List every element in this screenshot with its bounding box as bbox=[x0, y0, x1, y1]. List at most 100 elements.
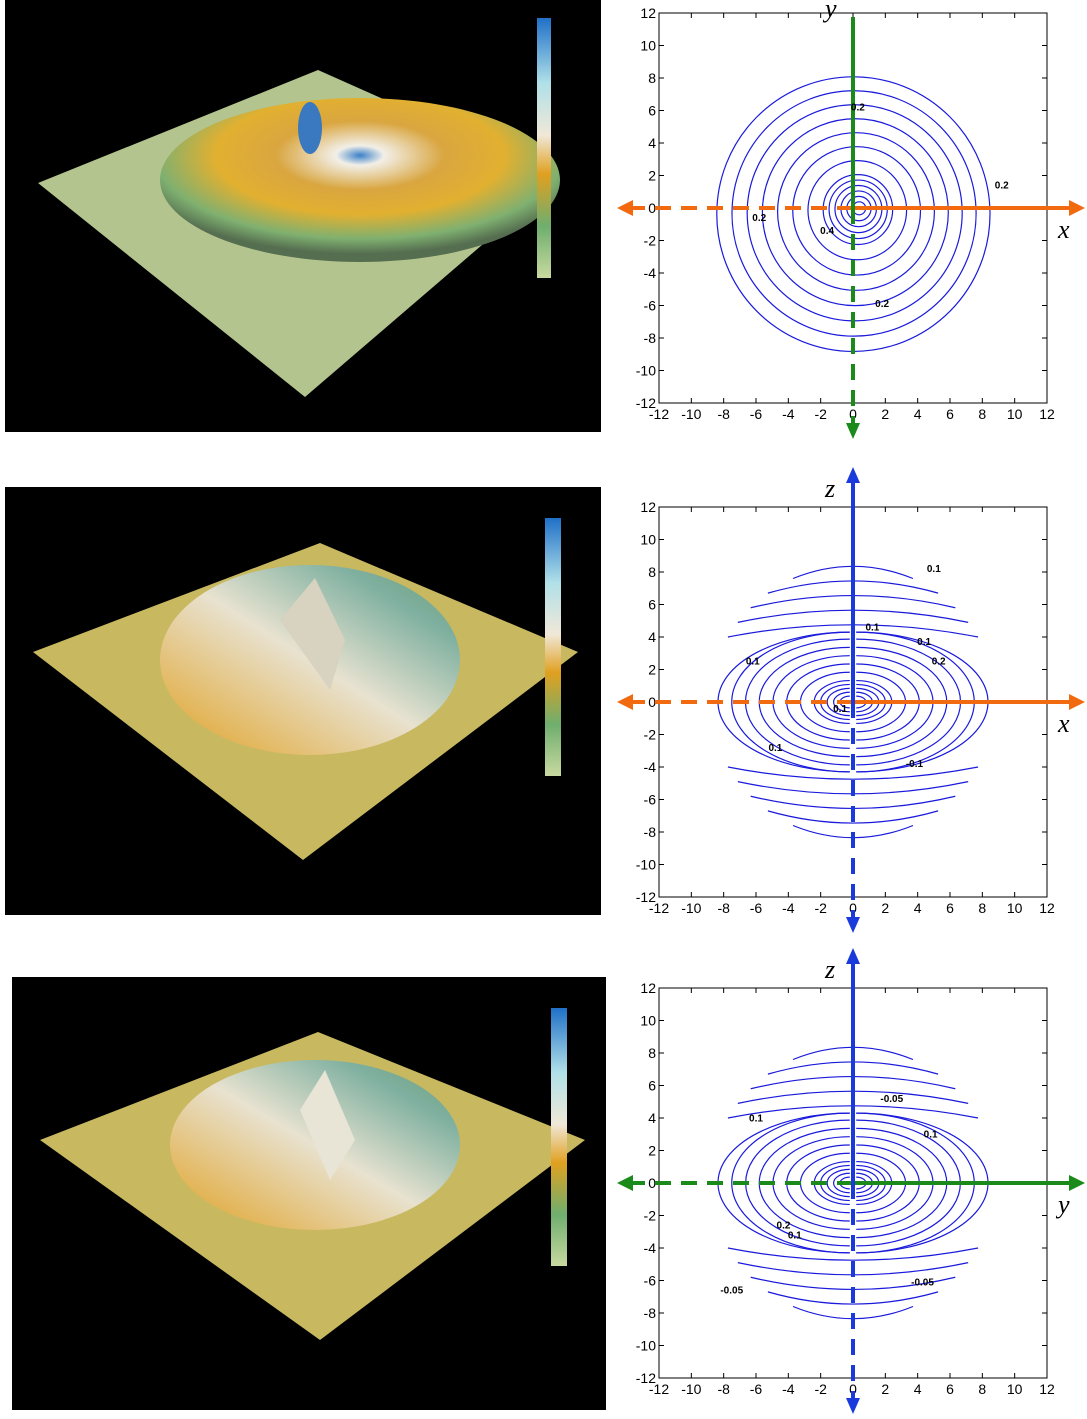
x-tick-label: 2 bbox=[881, 900, 889, 916]
figure: -12-10-8-6-4-2024681012-12-10-8-6-4-2024… bbox=[0, 0, 1087, 1414]
contour-label: 0.1 bbox=[865, 623, 879, 634]
y-tick-label: 10 bbox=[640, 38, 656, 54]
y-tick-label: -12 bbox=[636, 1370, 656, 1386]
x-tick-label: 8 bbox=[978, 1381, 986, 1397]
x-tick-label: 4 bbox=[914, 900, 922, 916]
y-tick-label: 8 bbox=[648, 70, 656, 86]
y-tick-label: -6 bbox=[644, 298, 657, 314]
y-tick-label: -2 bbox=[644, 233, 657, 249]
arrow-head bbox=[1069, 200, 1085, 216]
y-axis-label: z bbox=[824, 955, 835, 984]
contour-label: -0.05 bbox=[911, 1277, 934, 1288]
x-tick-label: 6 bbox=[946, 406, 954, 422]
x-tick-label: -8 bbox=[717, 406, 730, 422]
y-tick-label: 12 bbox=[640, 499, 656, 515]
x-tick-label: 2 bbox=[881, 1381, 889, 1397]
contour-label: 0.1 bbox=[917, 637, 931, 648]
contour-label: 0.1 bbox=[788, 1230, 802, 1241]
arrow-head bbox=[846, 467, 860, 483]
x-tick-label: 12 bbox=[1039, 900, 1055, 916]
x-tick-label: 8 bbox=[978, 900, 986, 916]
x-tick-label: -4 bbox=[782, 1381, 795, 1397]
y-tick-label: 4 bbox=[648, 629, 656, 645]
x-tick-label: -10 bbox=[681, 900, 701, 916]
render-panel bbox=[5, 0, 601, 432]
x-tick-label: -2 bbox=[814, 900, 827, 916]
x-tick-label: -4 bbox=[782, 406, 795, 422]
x-tick-label: -4 bbox=[782, 900, 795, 916]
x-tick-label: 10 bbox=[1007, 1381, 1023, 1397]
y-tick-label: 12 bbox=[640, 5, 656, 21]
contour-label: 0.1 bbox=[746, 657, 760, 668]
y-tick-label: -4 bbox=[644, 759, 657, 775]
y-tick-label: -10 bbox=[636, 857, 656, 873]
y-tick-label: 6 bbox=[648, 103, 656, 119]
arrow-head bbox=[846, 423, 860, 439]
contour-label: 0.2 bbox=[995, 181, 1009, 192]
y-tick-label: -6 bbox=[644, 792, 657, 808]
y-tick-label: -8 bbox=[644, 824, 657, 840]
contour-label: 0.1 bbox=[768, 743, 782, 754]
x-tick-label: 4 bbox=[914, 1381, 922, 1397]
contour-label: 0.1 bbox=[927, 564, 941, 575]
y-tick-label: 4 bbox=[648, 135, 656, 151]
x-tick-label: 12 bbox=[1039, 406, 1055, 422]
contour-label: 0.1 bbox=[833, 704, 847, 715]
x-tick-label: 12 bbox=[1039, 1381, 1055, 1397]
y-axis-label: y bbox=[822, 0, 837, 23]
y-tick-label: -8 bbox=[644, 1305, 657, 1321]
contour-label: -0.05 bbox=[720, 1286, 743, 1297]
arrow-head bbox=[1069, 1175, 1085, 1191]
y-tick-label: -12 bbox=[636, 889, 656, 905]
y-tick-label: 8 bbox=[648, 564, 656, 580]
y-tick-label: -4 bbox=[644, 1240, 657, 1256]
x-tick-label: 6 bbox=[946, 900, 954, 916]
y-tick-label: 2 bbox=[648, 662, 656, 678]
arrow-head bbox=[1069, 694, 1085, 710]
y-tick-label: 2 bbox=[648, 1143, 656, 1159]
x-tick-label: 10 bbox=[1007, 406, 1023, 422]
contour-label: -0.1 bbox=[906, 759, 924, 770]
x-tick-label: 6 bbox=[946, 1381, 954, 1397]
y-tick-label: 8 bbox=[648, 1045, 656, 1061]
arrow-head bbox=[846, 948, 860, 964]
y-tick-label: -10 bbox=[636, 1338, 656, 1354]
contour-label: 0.2 bbox=[875, 299, 889, 310]
contour-label: 0.4 bbox=[820, 226, 834, 237]
x-axis-label: x bbox=[1057, 215, 1070, 244]
arrow-head bbox=[846, 917, 860, 933]
y-tick-label: 10 bbox=[640, 1013, 656, 1029]
y-tick-label: -6 bbox=[644, 1273, 657, 1289]
render-panel bbox=[12, 977, 606, 1410]
x-tick-label: 2 bbox=[881, 406, 889, 422]
y-tick-label: -10 bbox=[636, 363, 656, 379]
x-tick-label: -2 bbox=[814, 406, 827, 422]
y-tick-label: 12 bbox=[640, 980, 656, 996]
y-tick-label: -12 bbox=[636, 395, 656, 411]
arrow-head bbox=[617, 200, 633, 216]
arrow-head bbox=[846, 1398, 860, 1414]
contour-label: 0.2 bbox=[851, 103, 865, 114]
x-tick-label: -6 bbox=[750, 406, 763, 422]
x-tick-label: -8 bbox=[717, 1381, 730, 1397]
x-tick-label: -6 bbox=[750, 1381, 763, 1397]
contour-label: 0.1 bbox=[924, 1130, 938, 1141]
y-tick-label: 6 bbox=[648, 597, 656, 613]
render-panel bbox=[5, 487, 601, 915]
y-tick-label: 6 bbox=[648, 1078, 656, 1094]
contour-label: 0.2 bbox=[752, 213, 766, 224]
x-axis-label: x bbox=[1057, 709, 1070, 738]
contour-label: -0.05 bbox=[880, 1094, 903, 1105]
x-tick-label: -8 bbox=[717, 900, 730, 916]
x-tick-label: 10 bbox=[1007, 900, 1023, 916]
contour-label: 0.2 bbox=[932, 657, 946, 668]
y-tick-label: -2 bbox=[644, 1208, 657, 1224]
x-tick-label: 8 bbox=[978, 406, 986, 422]
x-tick-label: -10 bbox=[681, 1381, 701, 1397]
y-axis-label: z bbox=[824, 474, 835, 503]
arrow-head bbox=[617, 1175, 633, 1191]
y-tick-label: -8 bbox=[644, 330, 657, 346]
